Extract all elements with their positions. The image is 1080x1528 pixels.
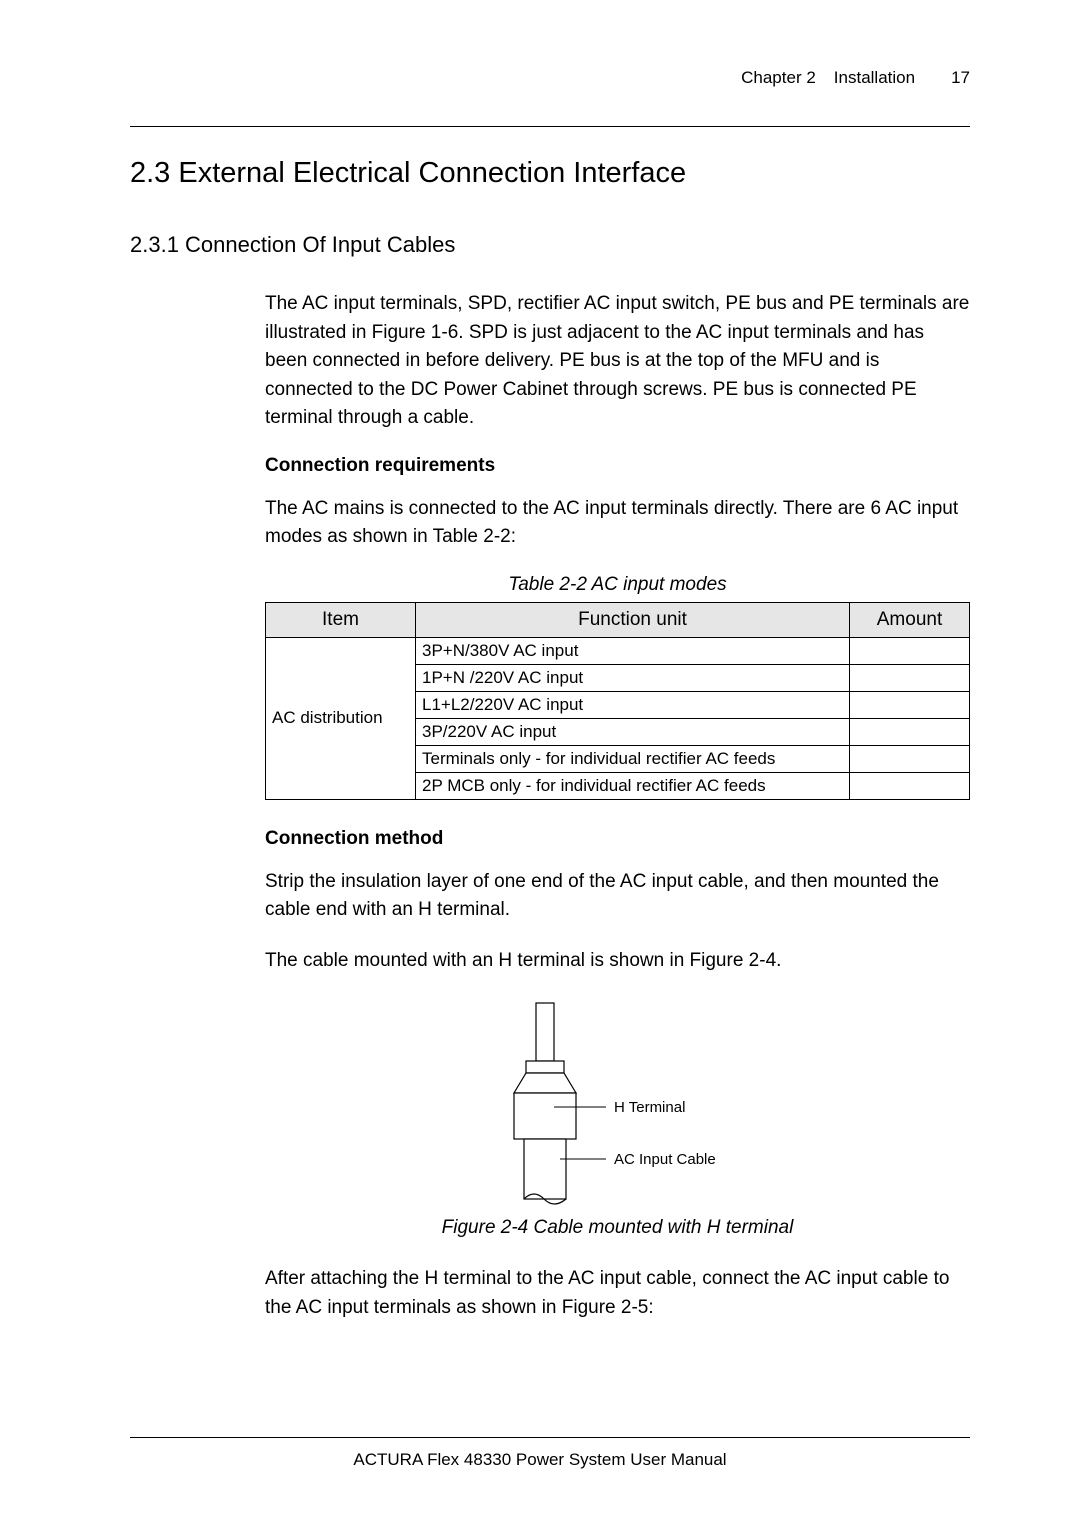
table-cell-item: AC distribution — [266, 637, 416, 799]
table-cell: L1+L2/220V AC input — [416, 691, 850, 718]
table-cell — [850, 691, 970, 718]
sub-heading-connection-requirements: Connection requirements — [265, 455, 970, 477]
header-chapter-label: Chapter 2 — [741, 68, 816, 88]
table-cell: 3P+N/380V AC input — [416, 637, 850, 664]
paragraph: Strip the insulation layer of one end of… — [265, 868, 970, 925]
svg-cable — [524, 1139, 566, 1199]
ac-input-modes-table: Item Function unit Amount AC distributio… — [265, 602, 970, 800]
svg-taper — [514, 1073, 576, 1093]
table-cell — [850, 772, 970, 799]
header-chapter-title: Installation — [834, 68, 915, 88]
figure-caption: Figure 2-4 Cable mounted with H terminal — [265, 1217, 970, 1239]
table-cell: 3P/220V AC input — [416, 718, 850, 745]
header-page-number: 17 — [951, 68, 970, 88]
table-header-cell: Function unit — [416, 602, 850, 637]
paragraph: The cable mounted with an H terminal is … — [265, 947, 970, 976]
table-header-cell: Amount — [850, 602, 970, 637]
paragraph: After attaching the H terminal to the AC… — [265, 1265, 970, 1322]
sub-heading-connection-method: Connection method — [265, 828, 970, 850]
paragraph: The AC input terminals, SPD, rectifier A… — [265, 290, 970, 433]
table-cell — [850, 745, 970, 772]
table-header-row: Item Function unit Amount — [266, 602, 970, 637]
table-row: AC distribution 3P+N/380V AC input — [266, 637, 970, 664]
table-cell — [850, 664, 970, 691]
table-cell — [850, 637, 970, 664]
header-rule — [130, 126, 970, 127]
figure-h-terminal: H Terminal AC Input Cable — [265, 997, 970, 1207]
section-heading: 2.3 External Electrical Connection Inter… — [130, 157, 970, 190]
running-header: Chapter 2 Installation 17 — [130, 68, 970, 88]
table-cell: Terminals only - for individual rectifie… — [416, 745, 850, 772]
svg-collar — [526, 1061, 564, 1073]
svg-pin — [536, 1003, 554, 1061]
table-header-cell: Item — [266, 602, 416, 637]
page: Chapter 2 Installation 17 2.3 External E… — [0, 0, 1080, 1528]
svg-body — [514, 1093, 576, 1139]
table-caption: Table 2-2 AC input modes — [265, 574, 970, 596]
subsection-heading: 2.3.1 Connection Of Input Cables — [130, 232, 970, 258]
table-cell: 2P MCB only - for individual rectifier A… — [416, 772, 850, 799]
h-terminal-diagram-svg: H Terminal AC Input Cable — [478, 997, 758, 1207]
table-cell: 1P+N /220V AC input — [416, 664, 850, 691]
footer-text: ACTURA Flex 48330 Power System User Manu… — [0, 1450, 1080, 1470]
footer-rule — [130, 1437, 970, 1438]
body: The AC input terminals, SPD, rectifier A… — [265, 290, 970, 1322]
figure-label-h-terminal: H Terminal — [614, 1099, 685, 1116]
figure-label-ac-cable: AC Input Cable — [614, 1151, 716, 1168]
paragraph: The AC mains is connected to the AC inpu… — [265, 495, 970, 552]
table-cell — [850, 718, 970, 745]
